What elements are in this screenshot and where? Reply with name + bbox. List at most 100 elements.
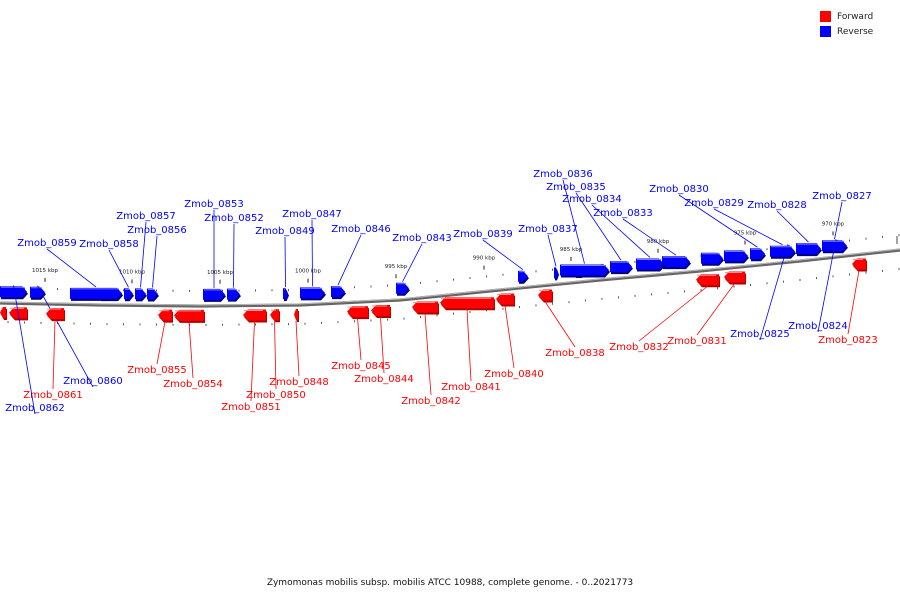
gene-leader-line: [295, 321, 300, 377]
gene-leader-line: [156, 321, 166, 365]
gene-label: Zmob_0849: [255, 226, 315, 237]
scale-label: 985 kbp: [560, 247, 583, 253]
reverse-swatch: [820, 26, 831, 37]
gene-leader-line: [466, 309, 472, 382]
gene-zmob-0845: Zmob_0845: [331, 306, 391, 372]
gene-zmob-0843: Zmob_0843: [392, 233, 452, 296]
gene-arrow: [331, 286, 345, 298]
gene-arrow: [518, 270, 528, 282]
gene-arrow: [560, 264, 609, 276]
gene-label: Zmob_0861: [23, 390, 83, 401]
gene-arrow: [300, 287, 325, 299]
gene-label: Zmob_0855: [127, 365, 187, 376]
gene-arrow: [852, 258, 866, 270]
gene-leader-line: [696, 283, 735, 336]
gene-label: Zmob_0856: [127, 225, 187, 236]
gene-arrow: [371, 304, 390, 316]
gene-leader-line: [678, 194, 758, 248]
gene-leader-line: [357, 318, 362, 361]
gene-zmob-0844: Zmob_0844: [354, 304, 414, 385]
gene-block-4-arrow: [0, 307, 6, 319]
gene-leader-line: [311, 219, 313, 287]
gene-label: Zmob_0857: [116, 211, 176, 222]
gene-leader-line: [424, 313, 432, 396]
gene-arrow: [227, 288, 240, 300]
gene-zmob-0833: Zmob_0833: [593, 208, 691, 270]
scale-label: 1015 kbp: [32, 268, 58, 274]
gene-zmob-0854: Zmob_0854: [163, 309, 223, 390]
gene-leader-line: [591, 204, 651, 258]
scale-label: 970 kbp: [822, 221, 845, 227]
gene-leader-line: [759, 244, 789, 341]
scale-label: 975 kbp: [734, 231, 757, 237]
gene-zmob-0823: Zmob_0823: [818, 258, 878, 346]
gene-label: Zmob_0827: [812, 191, 872, 202]
gene-leader-line: [575, 192, 622, 261]
gene-arrow: [203, 288, 225, 300]
scale: 970 kbp 975 kbp 980 kbp 985 kbp 990 kbp 995 k…: [32, 221, 845, 284]
gene-arrow: [770, 245, 795, 257]
gene-label: Zmob_0853: [184, 199, 244, 210]
gene-label: Zmob_0841: [441, 382, 501, 393]
scale-label: 980 kbp: [647, 239, 670, 245]
gene-label: Zmob_0840: [484, 369, 544, 380]
gene-zmob-0846: Zmob_0846: [331, 224, 391, 300]
genome-backbone-highlight: [0, 248, 900, 306]
gene-leader-line: [37, 285, 94, 388]
gene-leader-line: [547, 234, 557, 267]
genome-backbone: [0, 248, 900, 308]
gene-zmob-0842: Zmob_0842: [401, 301, 461, 407]
gene-arrow: [46, 308, 64, 320]
gene-leader-line: [52, 320, 56, 390]
gene-leader-line: [544, 301, 576, 348]
gene-zmob-0860: Zmob_0860: [30, 285, 123, 388]
gene-zmob-0856: Zmob_0856: [127, 225, 187, 302]
gene-block-1-arrow: [701, 252, 723, 264]
gene-leader-line: [274, 321, 277, 390]
gene-zmob-0862: Zmob_0862: [0, 285, 65, 415]
gene-label: Zmob_0852: [204, 213, 264, 224]
gene-label: Zmob_0846: [331, 224, 391, 235]
gene-arrow: [124, 288, 133, 300]
gene-zmob-0858: Zmob_0858: [79, 239, 139, 302]
gene-label: Zmob_0834: [562, 194, 622, 205]
gene-label: Zmob_0823: [818, 335, 878, 346]
gene-leader-line: [380, 316, 385, 374]
gene-zmob-0834: Zmob_0834: [562, 194, 665, 272]
gene-zmob-0830: Zmob_0830: [649, 184, 766, 262]
gene-label: Zmob_0847: [282, 209, 342, 220]
gene-arrow: [610, 261, 632, 273]
gene-arrow: [147, 288, 158, 300]
scale-label: 1000 kbp: [295, 269, 321, 275]
gene-arrow: [822, 240, 847, 252]
gene-label: Zmob_0838: [545, 348, 605, 359]
gene-label: Zmob_0832: [609, 342, 669, 353]
gene-label: Zmob_0860: [63, 376, 123, 387]
gene-leader-line: [108, 249, 129, 288]
gene-zmob-0831: Zmob_0831: [667, 271, 746, 347]
legend-item-forward: Forward: [820, 9, 890, 24]
gene-zmob-0832: Zmob_0832: [609, 274, 720, 353]
gene-zmob-0841: Zmob_0841: [440, 297, 501, 393]
gene-leader-line: [284, 236, 286, 288]
gene-zmob-0861: Zmob_0861: [23, 308, 83, 401]
gene-zmob-0837: Zmob_0837: [518, 224, 578, 281]
gene-label: Zmob_0845: [331, 361, 391, 372]
gene-zmob-0859: Zmob_0859: [17, 238, 123, 301]
gene-label: Zmob_0862: [5, 403, 65, 414]
gene-zmob-0850: Zmob_0850: [246, 309, 306, 401]
gene-leader-line: [713, 208, 783, 246]
gene-label: Zmob_0828: [747, 200, 807, 211]
gene-label: Zmob_0848: [269, 377, 329, 388]
gene-zmob-0836: Zmob_0836: [533, 169, 610, 278]
gene-leader-line: [152, 235, 158, 288]
gene-label: Zmob_0844: [354, 374, 414, 385]
gene-leader-line: [638, 285, 708, 342]
scale-label: 1005 kbp: [207, 270, 233, 276]
gene-arrow: [496, 293, 514, 305]
legend-label-reverse: Reverse: [837, 26, 874, 37]
gene-leader-line: [504, 305, 515, 369]
gene-label: Zmob_0854: [163, 379, 223, 390]
